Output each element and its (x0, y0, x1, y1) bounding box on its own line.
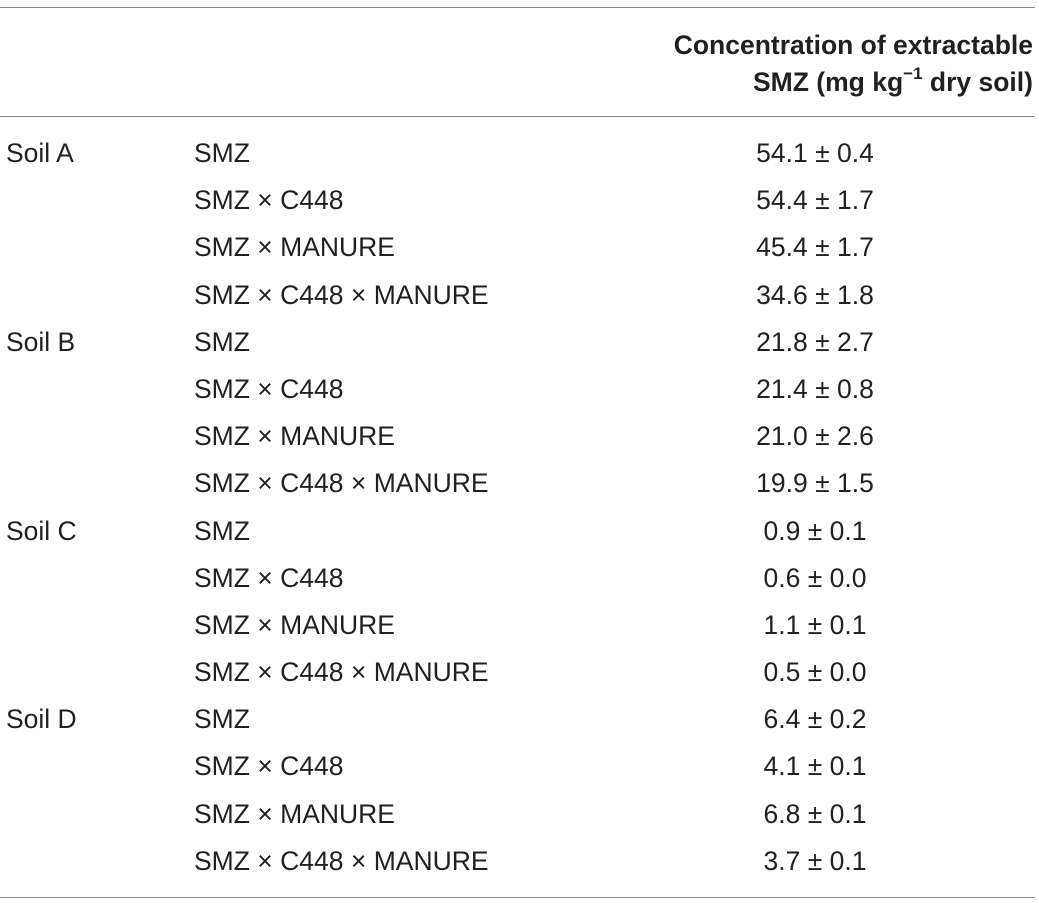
concentration-cell: 19.9 ± 1.5 (756, 468, 874, 499)
concentration-cell: 0.5 ± 0.0 (763, 657, 867, 688)
bottom-rule (0, 897, 1035, 898)
concentration-cell: 54.1 ± 0.4 (756, 138, 874, 168)
table-row: SMZ × C448 × MANURE 34.6 ± 1.8 (0, 272, 1039, 319)
soil-cell: Soil B (6, 326, 76, 357)
treatment-cell: SMZ × C448 (194, 185, 344, 216)
concentration-cell: 6.4 ± 0.2 (763, 704, 867, 735)
treatment-cell: SMZ × C448 (194, 751, 344, 782)
treatment-cell: SMZ (194, 704, 250, 735)
treatment-cell: SMZ (194, 326, 250, 357)
concentration-cell: 4.1 ± 0.1 (763, 751, 867, 782)
concentration-cell: 21.8 ± 2.7 (756, 326, 874, 357)
column-header-concentration: Concentration of extractable SMZ (mg kg−… (593, 27, 1033, 101)
soil-cell: Soil D (6, 704, 77, 735)
treatment-cell: SMZ × C448 × MANURE (194, 845, 489, 876)
table-row: SMZ × C448 × MANURE 3.7 ± 0.1 (0, 838, 1039, 885)
table-row: SMZ × MANURE 21.0 ± 2.6 (0, 413, 1039, 460)
table-row: SMZ × MANURE 6.8 ± 0.1 (0, 791, 1039, 838)
table-row: Soil B SMZ 21.8 ± 2.7 (0, 319, 1039, 366)
concentration-cell: 6.8 ± 0.1 (763, 798, 867, 829)
soil-cell: Soil A (6, 138, 74, 168)
table-body: Soil A SMZ 54.1 ± 0.4 SMZ × C448 54.4 ± 1.7 S… (0, 130, 1039, 885)
treatment-cell: SMZ × C448 × MANURE (194, 468, 489, 499)
table-row: SMZ × MANURE 1.1 ± 0.1 (0, 602, 1039, 649)
treatment-cell: SMZ × MANURE (194, 609, 395, 640)
top-rule (0, 7, 1035, 8)
table-row: SMZ × C448 21.4 ± 0.8 (0, 366, 1039, 413)
treatment-cell: SMZ × MANURE (194, 421, 395, 452)
table-row: SMZ × C448 0.6 ± 0.0 (0, 555, 1039, 602)
treatment-cell: SMZ × C448 (194, 373, 344, 404)
concentration-cell: 21.0 ± 2.6 (756, 421, 874, 452)
treatment-cell: SMZ × C448 × MANURE (194, 657, 489, 688)
table-row: SMZ × C448 54.4 ± 1.7 (0, 177, 1039, 224)
header-rule (0, 116, 1035, 117)
concentration-cell: 21.4 ± 0.8 (756, 373, 874, 404)
treatment-cell: SMZ (194, 138, 250, 168)
concentration-cell: 3.7 ± 0.1 (763, 845, 867, 876)
concentration-cell: 45.4 ± 1.7 (756, 232, 874, 263)
header-line-2-text: SMZ (mg kg (752, 67, 904, 97)
table-row: Soil C SMZ 0.9 ± 0.1 (0, 508, 1039, 555)
concentration-cell: 34.6 ± 1.8 (756, 279, 874, 310)
treatment-cell: SMZ × C448 (194, 562, 344, 593)
table-row: SMZ × C448 × MANURE 19.9 ± 1.5 (0, 460, 1039, 507)
header-line-2-tail: dry soil) (922, 67, 1033, 97)
header-line-2: SMZ (mg kg−1 dry soil) (593, 64, 1033, 101)
concentration-cell: 1.1 ± 0.1 (763, 609, 867, 640)
treatment-cell: SMZ × C448 × MANURE (194, 279, 489, 310)
table-row: Soil A SMZ 54.1 ± 0.4 (0, 130, 1039, 177)
soil-cell: Soil C (6, 515, 77, 546)
header-superscript: −1 (903, 64, 923, 84)
table-row: SMZ × C448 × MANURE 0.5 ± 0.0 (0, 649, 1039, 696)
concentration-cell: 0.6 ± 0.0 (763, 562, 867, 593)
concentration-cell: 0.9 ± 0.1 (763, 515, 867, 546)
concentration-cell: 54.4 ± 1.7 (756, 185, 874, 216)
treatment-cell: SMZ × MANURE (194, 232, 395, 263)
table-row: SMZ × MANURE 45.4 ± 1.7 (0, 224, 1039, 271)
header-line-1: Concentration of extractable (673, 30, 1033, 60)
treatment-cell: SMZ (194, 515, 250, 546)
treatment-cell: SMZ × MANURE (194, 798, 395, 829)
table-row: SMZ × C448 4.1 ± 0.1 (0, 743, 1039, 790)
table-row: Soil D SMZ 6.4 ± 0.2 (0, 696, 1039, 743)
